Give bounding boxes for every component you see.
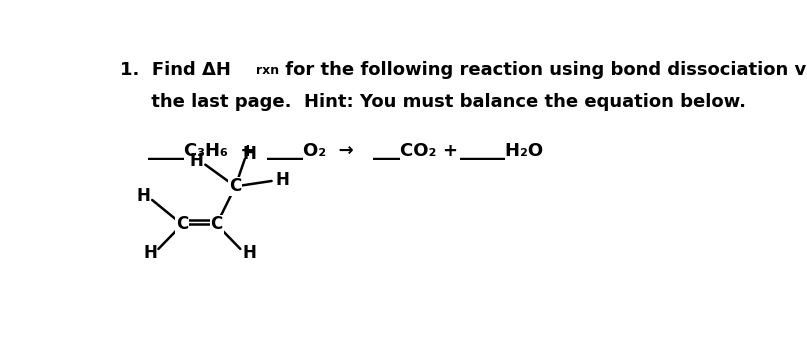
Text: the last page.  Hint: You must balance the equation below.: the last page. Hint: You must balance th… xyxy=(119,92,746,110)
Text: H: H xyxy=(136,187,150,205)
Text: C: C xyxy=(211,215,223,233)
Text: ____C₃H₆  +: ____C₃H₆ + xyxy=(148,142,255,160)
Text: C: C xyxy=(176,215,188,233)
Text: for the following reaction using bond dissociation values given on: for the following reaction using bond di… xyxy=(279,61,807,79)
Text: H: H xyxy=(144,244,158,262)
Text: C: C xyxy=(229,178,241,196)
Text: +: + xyxy=(441,142,457,160)
Text: H: H xyxy=(242,145,256,163)
Text: _____H₂O: _____H₂O xyxy=(461,142,544,160)
Text: H: H xyxy=(275,170,289,189)
Text: rxn: rxn xyxy=(256,64,279,77)
Text: 1.  Find ΔH: 1. Find ΔH xyxy=(119,61,231,79)
Text: H: H xyxy=(189,151,203,169)
Text: ____O₂  →: ____O₂ → xyxy=(266,142,353,160)
Text: H: H xyxy=(242,244,256,262)
Text: ___CO₂: ___CO₂ xyxy=(373,142,437,160)
